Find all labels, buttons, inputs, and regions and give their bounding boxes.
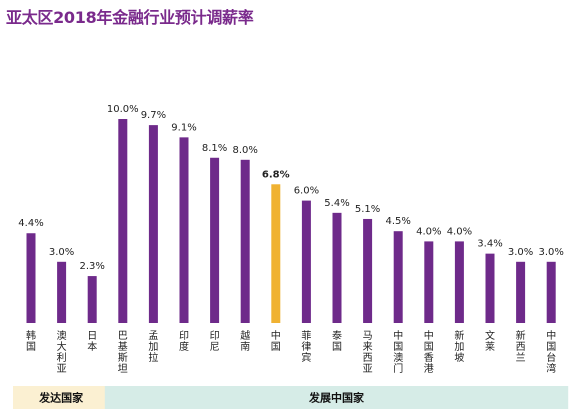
bar <box>210 157 220 323</box>
category-label: 文莱 <box>485 329 495 353</box>
bar <box>26 233 36 323</box>
bar <box>87 276 97 323</box>
bar <box>240 159 250 323</box>
bar <box>363 218 373 323</box>
value-label: 10.0% <box>107 104 139 115</box>
value-label: 4.0% <box>416 226 441 237</box>
group-label: 发达国家 <box>38 391 84 405</box>
bar <box>118 119 128 323</box>
bar <box>424 241 434 323</box>
value-label: 9.7% <box>141 110 166 121</box>
bar <box>57 261 67 323</box>
bar <box>271 184 281 323</box>
value-label: 8.0% <box>232 145 257 156</box>
category-label: 日本 <box>87 331 97 353</box>
category-label: 中国 <box>271 329 281 353</box>
category-label: 中国香港 <box>424 329 434 375</box>
bar <box>546 261 556 323</box>
value-label: 6.0% <box>294 186 319 197</box>
group-label: 发展中国家 <box>308 391 365 405</box>
bar <box>148 125 158 324</box>
category-label: 菲律宾 <box>301 330 311 364</box>
value-label: 6.8% <box>262 169 290 180</box>
category-label: 澳大利亚 <box>57 329 67 375</box>
bar <box>454 241 464 323</box>
category-label: 韩国 <box>26 329 36 353</box>
value-label: 9.1% <box>171 122 196 133</box>
category-label: 印尼 <box>210 330 220 353</box>
value-label: 3.0% <box>49 247 74 258</box>
category-label: 印度 <box>179 330 189 353</box>
category-label: 孟加拉 <box>148 330 158 364</box>
category-label: 新加坡 <box>454 329 464 364</box>
category-label: 新西兰 <box>516 329 526 364</box>
value-label: 3.0% <box>508 247 533 258</box>
category-label: 中国澳门 <box>393 329 403 375</box>
value-label: 5.4% <box>324 198 349 209</box>
value-label: 4.0% <box>447 226 472 237</box>
bar <box>485 253 495 323</box>
bar <box>301 200 311 323</box>
category-label: 巴基斯坦 <box>118 330 128 375</box>
group-band <box>104 386 569 409</box>
value-label: 2.3% <box>79 261 104 272</box>
category-label: 中国台湾 <box>546 329 556 375</box>
chart-title: 亚太区2018年金融行业预计调薪率 <box>6 8 254 27</box>
value-label: 5.1% <box>355 204 380 215</box>
value-label: 3.0% <box>538 247 563 258</box>
value-label: 8.1% <box>202 143 227 154</box>
bar <box>393 231 403 323</box>
category-label: 马来西亚 <box>363 330 373 375</box>
value-label: 4.4% <box>18 218 43 229</box>
bar <box>332 212 342 323</box>
category-label: 越南 <box>240 329 250 353</box>
value-label: 4.5% <box>385 216 410 227</box>
bar <box>179 137 189 323</box>
bar <box>516 261 526 323</box>
value-label: 3.4% <box>477 239 502 250</box>
category-label: 泰国 <box>332 329 342 353</box>
group-band <box>13 386 110 409</box>
